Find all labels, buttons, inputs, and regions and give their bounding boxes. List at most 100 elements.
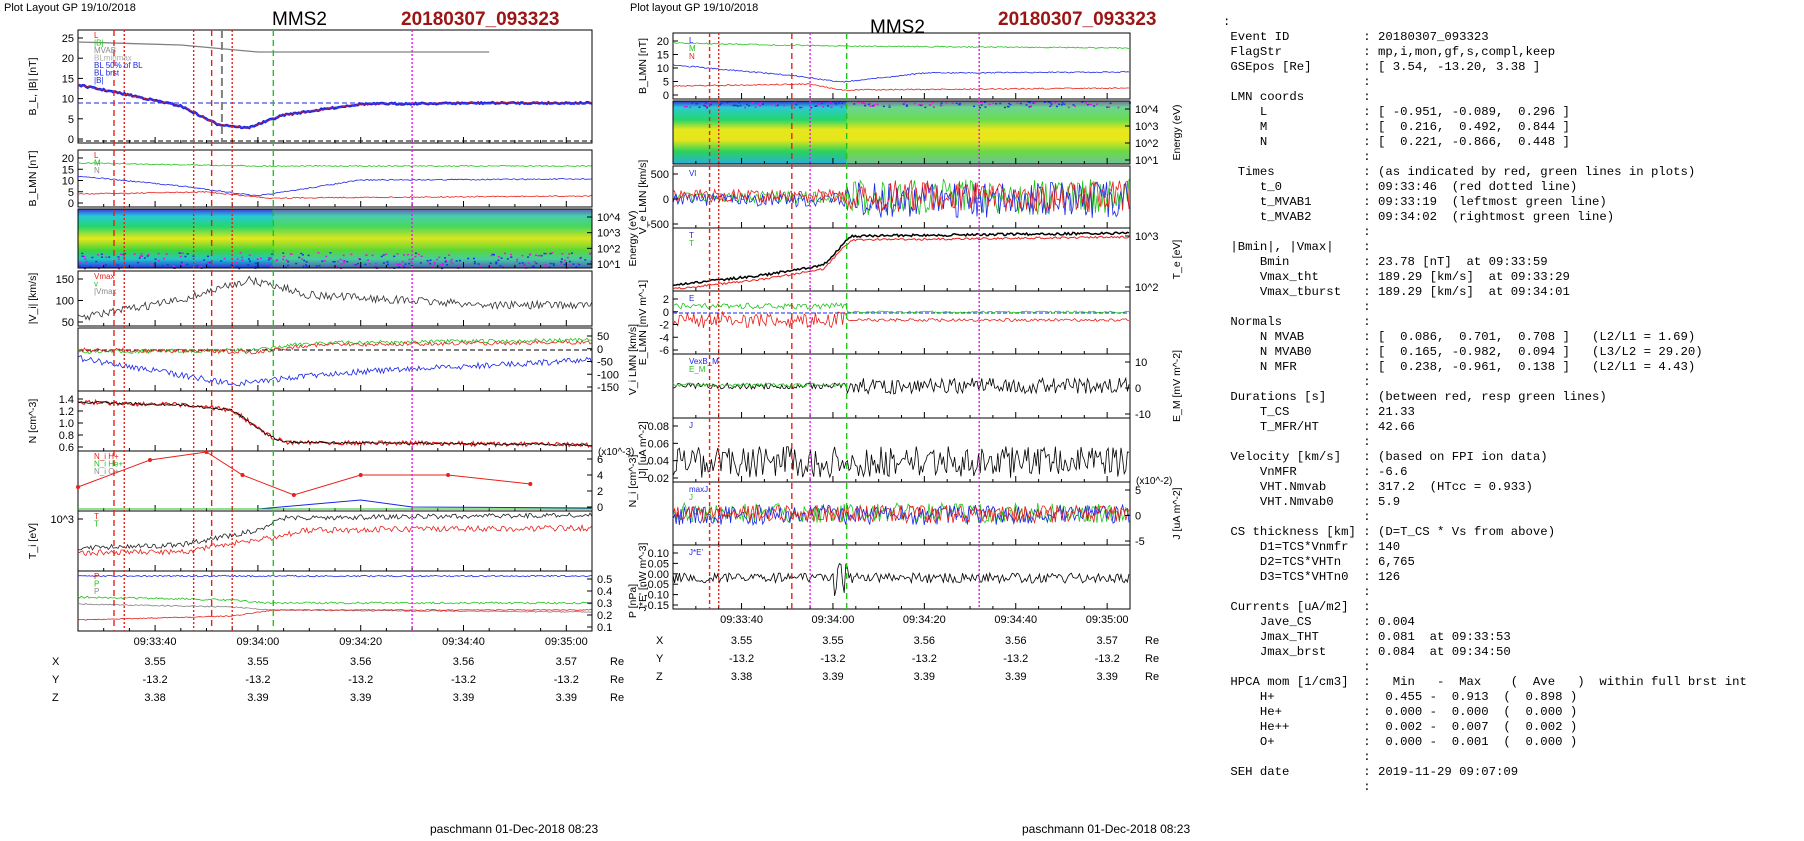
- spectrogram-pixel: [131, 266, 134, 269]
- spectrogram-pixel: [354, 264, 357, 266]
- pos-value: -13.2: [554, 674, 579, 686]
- y-tick-label: 0: [68, 134, 74, 146]
- electron-spectrogram: [673, 101, 1130, 164]
- te-red-line: [672, 235, 1130, 290]
- spectrogram-pixel: [1063, 103, 1066, 105]
- spectrogram-pixel: [495, 262, 498, 264]
- pos-value: 3.39: [1096, 671, 1117, 683]
- density-red-line: [77, 398, 592, 449]
- spectrogram-pixel: [165, 253, 168, 255]
- spectrogram-pixel: [814, 105, 817, 108]
- y-tick-label: -0.05: [644, 579, 669, 591]
- spectrogram-pixel: [984, 106, 987, 108]
- left-panel-frame: [77, 570, 593, 632]
- spectrogram-pixel: [438, 256, 441, 259]
- axis-exponent: (x10^-2): [1136, 476, 1172, 487]
- y-tick-label: -6: [659, 345, 669, 357]
- spectrogram-pixel: [186, 263, 189, 266]
- spectrogram-pixel: [472, 257, 475, 260]
- spectrogram-pixel: [506, 258, 509, 260]
- spectrogram-pixel: [340, 263, 343, 265]
- legend-entry: L: [689, 36, 694, 45]
- pos-value: 3.39: [914, 671, 935, 683]
- spectrogram-pixel: [1084, 102, 1087, 104]
- info-line: N MFR : [ 0.238, -0.961, 0.138 ] (L2/L1 …: [1223, 360, 1696, 374]
- y-tick-label: 5: [1135, 485, 1141, 497]
- spectrogram-pixel: [551, 252, 554, 254]
- spectrogram-pixel: [301, 254, 304, 256]
- spectrogram-pixel: [516, 258, 519, 261]
- info-line: LMN coords :: [1223, 90, 1371, 104]
- left-event-title: 20180307_093323: [401, 9, 560, 30]
- time-tick-label: 09:34:20: [903, 614, 946, 626]
- spectrogram-pixel: [285, 259, 288, 261]
- spectrogram-pixel: [305, 265, 308, 268]
- spectrogram-pixel: [300, 252, 303, 255]
- spectrogram-pixel: [754, 106, 757, 108]
- legend-entry: J: [689, 421, 693, 430]
- y-tick-label: 0.2: [597, 610, 612, 622]
- legend-entry: |Vmax: [94, 287, 117, 296]
- legend-entry: E: [689, 294, 694, 303]
- spectrogram-pixel: [499, 265, 502, 267]
- legend-entry: L: [94, 31, 99, 40]
- spectrogram-pixel: [276, 259, 279, 261]
- spectrogram-pixel: [1032, 102, 1035, 104]
- spectrogram-pixel: [1093, 105, 1096, 107]
- y-tick-label: 0.06: [648, 438, 669, 450]
- spectrogram-pixel: [235, 261, 238, 264]
- spectrogram-pixel: [374, 262, 377, 265]
- spectrogram-pixel: [260, 257, 263, 260]
- be-bl-line: [672, 64, 1130, 83]
- y-tick-label: 2: [597, 486, 603, 498]
- spectrogram-pixel: [179, 255, 182, 258]
- info-line: D3=TCS*VHTn0 : 126: [1223, 570, 1401, 584]
- spectrogram-pixel: [495, 262, 498, 265]
- spectrogram-pixel: [703, 104, 706, 107]
- p-gray-line: [77, 603, 592, 613]
- spectrogram-pixel: [136, 261, 139, 264]
- density-line: [77, 400, 592, 447]
- spectrogram-pixel: [1074, 105, 1077, 107]
- spectrogram-pixel: [433, 262, 436, 265]
- spectrogram-pixel: [123, 252, 126, 255]
- spectrogram-pixel: [120, 253, 123, 256]
- info-line: HPCA mom [1/cm3] : Min - Max ( Ave ) wit…: [1223, 675, 1747, 689]
- spectrogram-pixel: [710, 103, 713, 106]
- spectrogram-pixel: [872, 105, 875, 107]
- spectrogram-pixel: [254, 266, 257, 268]
- spectrogram-pixel: [477, 263, 480, 265]
- spectrogram-pixel: [980, 101, 983, 103]
- y-axis-label: V_i LMN [km/s]: [627, 324, 639, 395]
- info-line: Currents [uA/m2] :: [1223, 600, 1371, 614]
- spectrogram-pixel: [325, 255, 328, 258]
- y-tick-label: 20: [62, 53, 74, 65]
- legend-entry: MVAB: [94, 46, 116, 55]
- bl2-line: [77, 175, 592, 197]
- spectrogram-pixel: [138, 257, 141, 259]
- info-line: Vmax_tht : 189.29 [km/s] at 09:33:29: [1223, 270, 1570, 284]
- spectrogram-pixel: [561, 252, 564, 255]
- spectrogram-pixel: [882, 105, 885, 108]
- spectrogram-pixel: [100, 253, 103, 255]
- spectrogram-pixel: [862, 102, 865, 105]
- y-tick-label: 150: [56, 274, 74, 286]
- y-axis-label: Energy (eV): [1171, 104, 1183, 160]
- info-line: Jmax_brst : 0.084 at 09:34:50: [1223, 645, 1511, 659]
- pos-unit: Re: [1145, 653, 1159, 665]
- spectrogram-pixel: [560, 258, 563, 260]
- pos-value: -13.2: [729, 653, 754, 665]
- spectrogram-pixel: [702, 102, 705, 105]
- spectrogram-pixel: [584, 259, 587, 261]
- time-tick-label: 09:35:00: [1086, 614, 1129, 626]
- spectrogram-pixel: [1081, 101, 1084, 103]
- spectrogram-pixel: [420, 255, 423, 258]
- spectrogram-pixel: [929, 104, 932, 106]
- spectrogram-pixel: [270, 266, 273, 268]
- y-tick-label: 1.2: [59, 406, 74, 418]
- p-green-line: [77, 595, 592, 605]
- spectrogram-pixel: [988, 103, 991, 106]
- pos-row-label: Z: [656, 671, 663, 683]
- spectrogram-pixel: [410, 260, 413, 263]
- spectrogram-pixel: [1008, 102, 1011, 105]
